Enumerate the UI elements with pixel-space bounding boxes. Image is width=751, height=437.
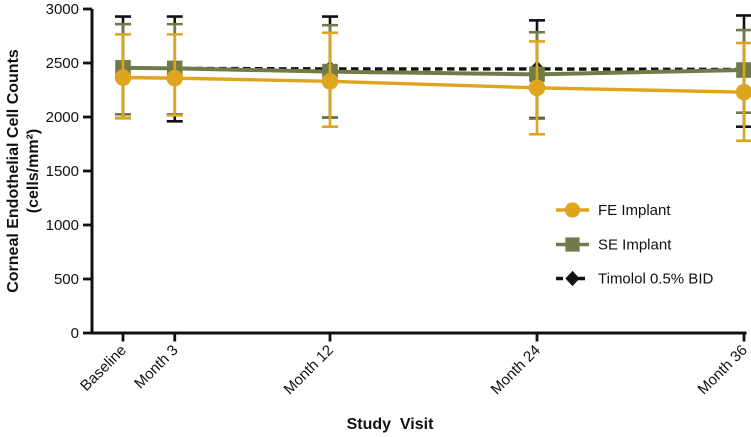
- y-tick-label: 1500: [46, 163, 79, 180]
- marker-circle: [321, 73, 339, 90]
- y-tick-label: 2500: [46, 55, 79, 72]
- legend-label: FE Implant: [598, 202, 671, 219]
- marker-circle: [166, 69, 184, 87]
- x-axis-title: Study Visit: [347, 416, 435, 433]
- legend-label: Timolol 0.5% BID: [598, 271, 713, 288]
- x-tick-label: Baseline: [77, 342, 130, 395]
- legend-label: SE Implant: [598, 237, 672, 254]
- y-tick-label: 500: [54, 271, 79, 288]
- y-tick-label: 3000: [46, 1, 79, 18]
- axes: 0 500 1000 1500 2000 2500 3000 Baseline Month 3 M…: [46, 1, 751, 398]
- series-fe-implant: [114, 31, 751, 143]
- y-axis-title-line1: Corneal Endothelial Cell Counts: [5, 49, 22, 293]
- legend-item-timolol-0-5-bid: Timolol 0.5% BID: [556, 271, 713, 288]
- legend-item-fe-implant: FE Implant: [556, 202, 671, 219]
- marker-diamond: [565, 270, 580, 287]
- marker-circle: [114, 69, 132, 86]
- y-tick-label: 0: [71, 325, 79, 342]
- x-tick-label: Month 36: [695, 342, 751, 398]
- series-line: [122, 75, 745, 94]
- series-line: [122, 65, 745, 77]
- marker-circle: [528, 79, 546, 97]
- marker-circle: [564, 202, 581, 218]
- x-tick-label: Month 24: [488, 342, 544, 398]
- legend-item-se-implant: SE Implant: [556, 237, 672, 254]
- y-tick-label: 1000: [46, 217, 79, 234]
- x-tick-label: Month 12: [281, 342, 337, 398]
- x-tick-label: Month 3: [131, 342, 181, 392]
- legend: FE Implant SE Implant Timolol 0.5% BID: [556, 202, 713, 288]
- y-axis-title-line2: (cells/mm²): [25, 129, 42, 213]
- marker-square: [565, 237, 580, 252]
- y-tick-label: 2000: [46, 109, 79, 126]
- marker-circle: [735, 83, 751, 101]
- series-se-implant: [115, 22, 751, 120]
